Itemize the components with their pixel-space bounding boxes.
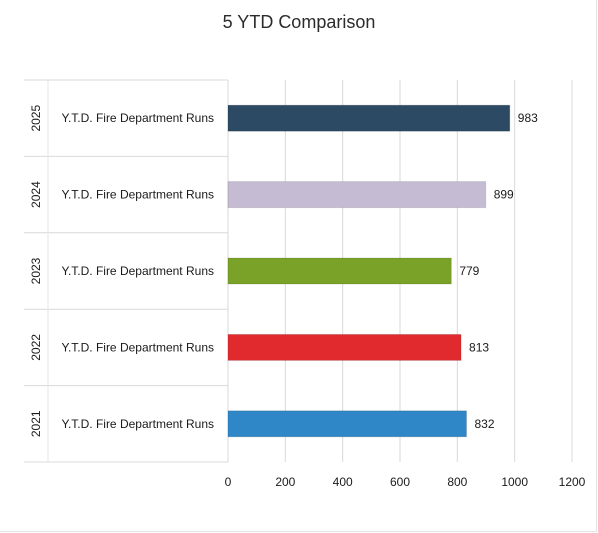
- chart-title: 5 YTD Comparison: [222, 12, 376, 32]
- x-tick-label: 200: [275, 475, 295, 489]
- category-label: Y.T.D. Fire Department Runs: [61, 264, 214, 278]
- data-label-2021: 832: [475, 417, 495, 431]
- x-tick-label: 1000: [501, 475, 528, 489]
- category-label: Y.T.D. Fire Department Runs: [61, 111, 214, 125]
- data-label-2023: 779: [459, 264, 479, 278]
- category-label: Y.T.D. Fire Department Runs: [61, 340, 214, 354]
- category-label: Y.T.D. Fire Department Runs: [61, 417, 214, 431]
- bar-2024: [227, 181, 487, 209]
- x-tick-label: 800: [447, 475, 467, 489]
- bar-2021: [227, 410, 468, 438]
- year-label-2023: 2023: [29, 257, 43, 284]
- year-label-2022: 2022: [29, 334, 43, 361]
- category-label: Y.T.D. Fire Department Runs: [61, 188, 214, 202]
- x-tick-label: 1200: [559, 475, 586, 489]
- year-label-2024: 2024: [29, 181, 43, 208]
- x-tick-label: 400: [333, 475, 353, 489]
- data-label-2025: 983: [518, 111, 538, 125]
- bar-2025: [227, 104, 511, 132]
- x-tick-label: 0: [225, 475, 232, 489]
- year-label-2025: 2025: [29, 105, 43, 132]
- bar-2022: [227, 333, 462, 361]
- year-label-2021: 2021: [29, 410, 43, 437]
- x-tick-label: 600: [390, 475, 410, 489]
- data-label-2024: 899: [494, 188, 514, 202]
- bar-2023: [227, 257, 452, 285]
- data-label-2022: 813: [469, 340, 489, 354]
